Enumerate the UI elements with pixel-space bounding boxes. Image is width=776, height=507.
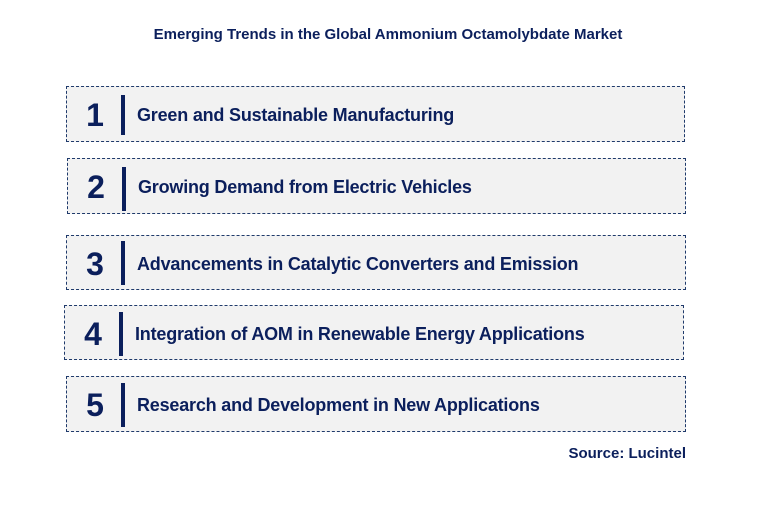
trend-number: 5 (86, 387, 104, 423)
trend-item-5: 5 Research and Development in New Applic… (66, 376, 686, 432)
diagram-title: Emerging Trends in the Global Ammonium O… (153, 26, 623, 43)
trend-item-3: 3 Advancements in Catalytic Converters a… (66, 235, 686, 290)
trend-number: 3 (86, 246, 104, 282)
trend-item-1: 1 Green and Sustainable Manufacturing (66, 86, 685, 142)
trend-item-4: 4 Integration of AOM in Renewable Energy… (64, 305, 684, 360)
trend-label: Research and Development in New Applicat… (137, 395, 540, 415)
divider-bar (121, 241, 125, 285)
trend-label: Integration of AOM in Renewable Energy A… (135, 324, 585, 344)
trend-item-2: 2 Growing Demand from Electric Vehicles (67, 158, 686, 214)
divider-bar (121, 383, 125, 427)
trend-number: 4 (84, 316, 102, 352)
trend-number: 1 (86, 97, 104, 133)
source-credit: Source: Lucintel (568, 445, 686, 462)
trend-label: Advancements in Catalytic Converters and… (137, 254, 579, 274)
divider-bar (121, 95, 125, 135)
trend-label: Growing Demand from Electric Vehicles (138, 177, 472, 197)
trend-label: Green and Sustainable Manufacturing (137, 105, 455, 125)
divider-bar (122, 167, 126, 211)
divider-bar (119, 312, 123, 356)
trend-number: 2 (87, 169, 105, 205)
